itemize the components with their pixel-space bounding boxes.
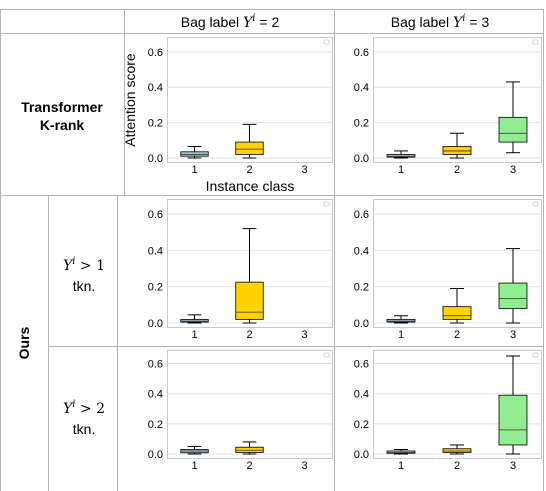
chart-panel-2: 0.0 0.2 0.4 0.6 1 2 3 [354,37,542,176]
y-tick-label: 0.4 [354,82,369,94]
y-tick-label: 0.2 [354,282,369,294]
x-tick-label: 2 [454,460,460,472]
sub-label-y-gt-2: Yi > 2 [63,399,105,417]
legend-marker [532,39,539,45]
box-class-2 [442,444,472,455]
x-tick-label: 2 [246,164,252,176]
iqr-box [235,281,264,320]
legend-marker [532,201,539,207]
y-tick-label: 0.6 [354,359,369,371]
iqr-box [235,141,264,155]
box-class-1 [386,150,416,159]
chart-panels: 0.00.20.40.61 2 30.00.20.40.61 2 30.00.20.40… [148,37,542,472]
row-label-ours: Ours [16,326,32,359]
y-tick-label: 0.0 [148,153,163,165]
y-axis-label: Attention score [122,53,138,147]
legend-marker [323,352,330,358]
iqr-box [498,116,528,143]
iqr-box [180,151,209,157]
x-tick-label: 3 [301,460,307,472]
box-class-2 [442,288,472,324]
y-tick-label: 0.6 [354,209,369,221]
iqr-box [498,394,528,446]
chart-panel-3: 0.0 0.2 0.4 0.6 1 2 3 [148,199,333,341]
header-bag-label-3: Bag label Yi = 3 [391,13,490,31]
x-tick-label: 1 [398,164,404,176]
x-axis-label: Instance class [206,178,295,194]
box-class-1 [180,314,209,324]
x-tick-label: 3 [301,164,307,176]
legend-marker [532,352,539,358]
box-class-1 [386,448,416,455]
x-tick-label: 3 [510,329,516,341]
x-tick-label: 3 [510,164,516,176]
table-grid [0,9,544,491]
chart-panel-1: 0.0 0.2 0.4 0.6 1 2 3 [148,37,333,176]
y-tick-label: 0.2 [354,419,369,431]
y-tick-label: 0.4 [354,389,369,401]
box-class-1 [180,445,209,455]
box-class-1 [180,146,209,159]
header-bag-label-2: Bag label Yi = 2 [181,13,280,31]
x-tick-label: 1 [191,164,197,176]
x-tick-label: 1 [398,329,404,341]
iqr-box [442,146,472,155]
chart-panel-5: 0.0 0.2 0.4 0.6 1 2 3 [148,350,333,472]
box-class-2 [235,123,264,159]
box-class-2 [235,228,264,324]
sub-label-tkn-1: tkn. [73,278,96,294]
sub-label-y-gt-1: Yi > 1 [63,256,105,274]
y-tick-label: 0.2 [148,419,163,431]
y-tick-label: 0.0 [148,318,163,330]
x-tick-label: 2 [454,164,460,176]
y-tick-label: 0.0 [354,318,369,330]
x-tick-label: 3 [301,329,307,341]
row-label-transformer: Transformer [21,99,103,115]
y-tick-label: 0.4 [148,245,163,257]
box-class-3 [498,248,528,324]
x-tick-label: 2 [454,329,460,341]
chart-panel-6: 0.0 0.2 0.4 0.6 1 2 3 [354,350,542,472]
box-class-3 [498,81,528,154]
iqr-box [442,306,472,320]
x-tick-label: 2 [246,329,252,341]
iqr-box [498,282,528,309]
y-tick-label: 0.4 [354,245,369,257]
x-tick-label: 1 [191,460,197,472]
y-tick-label: 0.2 [148,282,163,294]
y-tick-label: 0.6 [148,359,163,371]
y-tick-label: 0.6 [148,209,163,221]
box-class-1 [386,315,416,324]
box-class-2 [235,441,264,455]
chart-panel-4: 0.0 0.2 0.4 0.6 1 2 3 [354,199,542,341]
y-tick-label: 0.0 [354,449,369,461]
plot-frame [167,350,333,459]
iqr-box [386,154,416,158]
x-tick-label: 3 [510,460,516,472]
y-tick-label: 0.2 [148,118,163,130]
y-tick-label: 0.0 [148,449,163,461]
row-label-k-rank: K-rank [40,117,85,133]
y-tick-label: 0.2 [354,118,369,130]
sub-label-tkn-2: tkn. [73,421,96,437]
x-tick-label: 1 [191,329,197,341]
box-class-2 [442,132,472,159]
y-tick-label: 0.0 [354,153,369,165]
y-tick-label: 0.4 [148,389,163,401]
iqr-box [386,318,416,323]
legend-marker [323,39,330,45]
legend-marker [323,201,330,207]
y-tick-label: 0.6 [354,47,369,59]
y-tick-label: 0.4 [148,82,163,94]
y-tick-label: 0.6 [148,47,163,59]
iqr-box [180,318,209,323]
x-tick-label: 2 [246,460,252,472]
x-tick-label: 1 [398,460,404,472]
box-class-3 [498,355,528,455]
